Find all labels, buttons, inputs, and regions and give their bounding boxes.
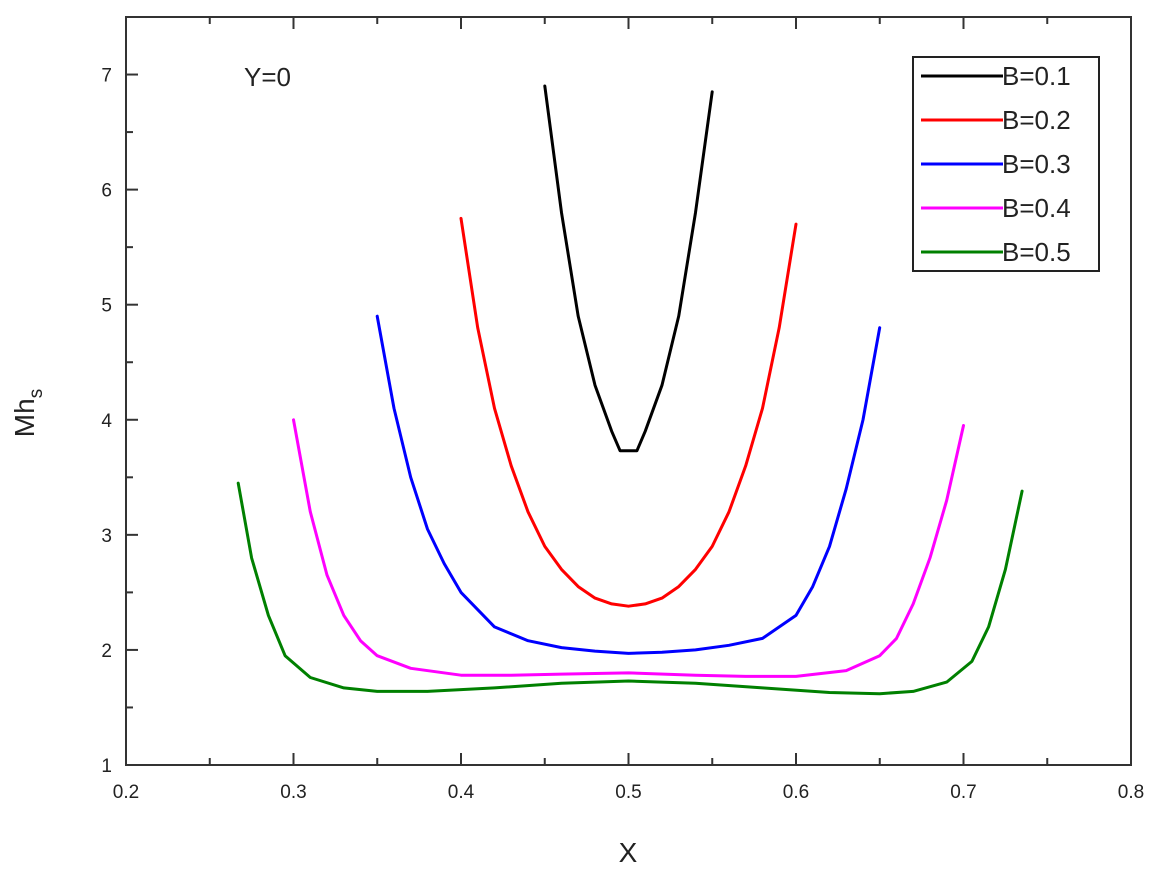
y-axis-title-main: Mh <box>9 398 40 437</box>
x-tick-label: 0.7 <box>950 782 976 803</box>
x-tick-label: 0.2 <box>113 782 139 803</box>
x-tick-label: 0.8 <box>1118 782 1144 803</box>
axis-tick-labels: 0.2 0.3 0.4 0.5 0.6 0.7 0.8 1 2 3 4 5 6 7 <box>101 66 1144 803</box>
x-tick-label: 0.6 <box>783 782 809 803</box>
x-tick-label: 0.3 <box>280 782 306 803</box>
axis-ticks <box>125 16 1132 766</box>
series-line-2 <box>459 216 798 608</box>
annotation-y0: Y=0 <box>244 62 291 92</box>
y-tick-label: 1 <box>101 756 112 777</box>
legend-label-4: B=0.4 <box>1002 193 1071 223</box>
series-line-3 <box>375 314 882 655</box>
legend: B=0.1 B=0.2 B=0.3 B=0.4 B=0.5 <box>912 56 1100 272</box>
legend-entries: B=0.1 B=0.2 B=0.3 B=0.4 B=0.5 <box>921 61 1071 267</box>
series-line-5 <box>236 481 1024 696</box>
x-tick-label: 0.4 <box>448 782 475 803</box>
legend-label-1: B=0.1 <box>1002 61 1071 91</box>
x-axis-title: X <box>619 837 638 868</box>
y-tick-label: 5 <box>101 296 112 317</box>
y-axis-title: Mhs <box>9 389 47 437</box>
legend-label-2: B=0.2 <box>1002 105 1071 135</box>
series-line-1 <box>543 84 714 453</box>
legend-label-3: B=0.3 <box>1002 149 1071 179</box>
x-tick-label: 0.5 <box>615 782 641 803</box>
y-tick-label: 7 <box>101 66 112 87</box>
y-axis-title-subscript: s <box>26 389 47 399</box>
y-tick-label: 2 <box>101 641 112 662</box>
y-tick-label: 3 <box>101 526 112 547</box>
series-line-4 <box>292 418 965 678</box>
series-group <box>236 84 1024 696</box>
y-tick-label: 4 <box>101 411 112 432</box>
y-tick-label: 6 <box>101 181 112 202</box>
legend-label-5: B=0.5 <box>1002 237 1071 267</box>
